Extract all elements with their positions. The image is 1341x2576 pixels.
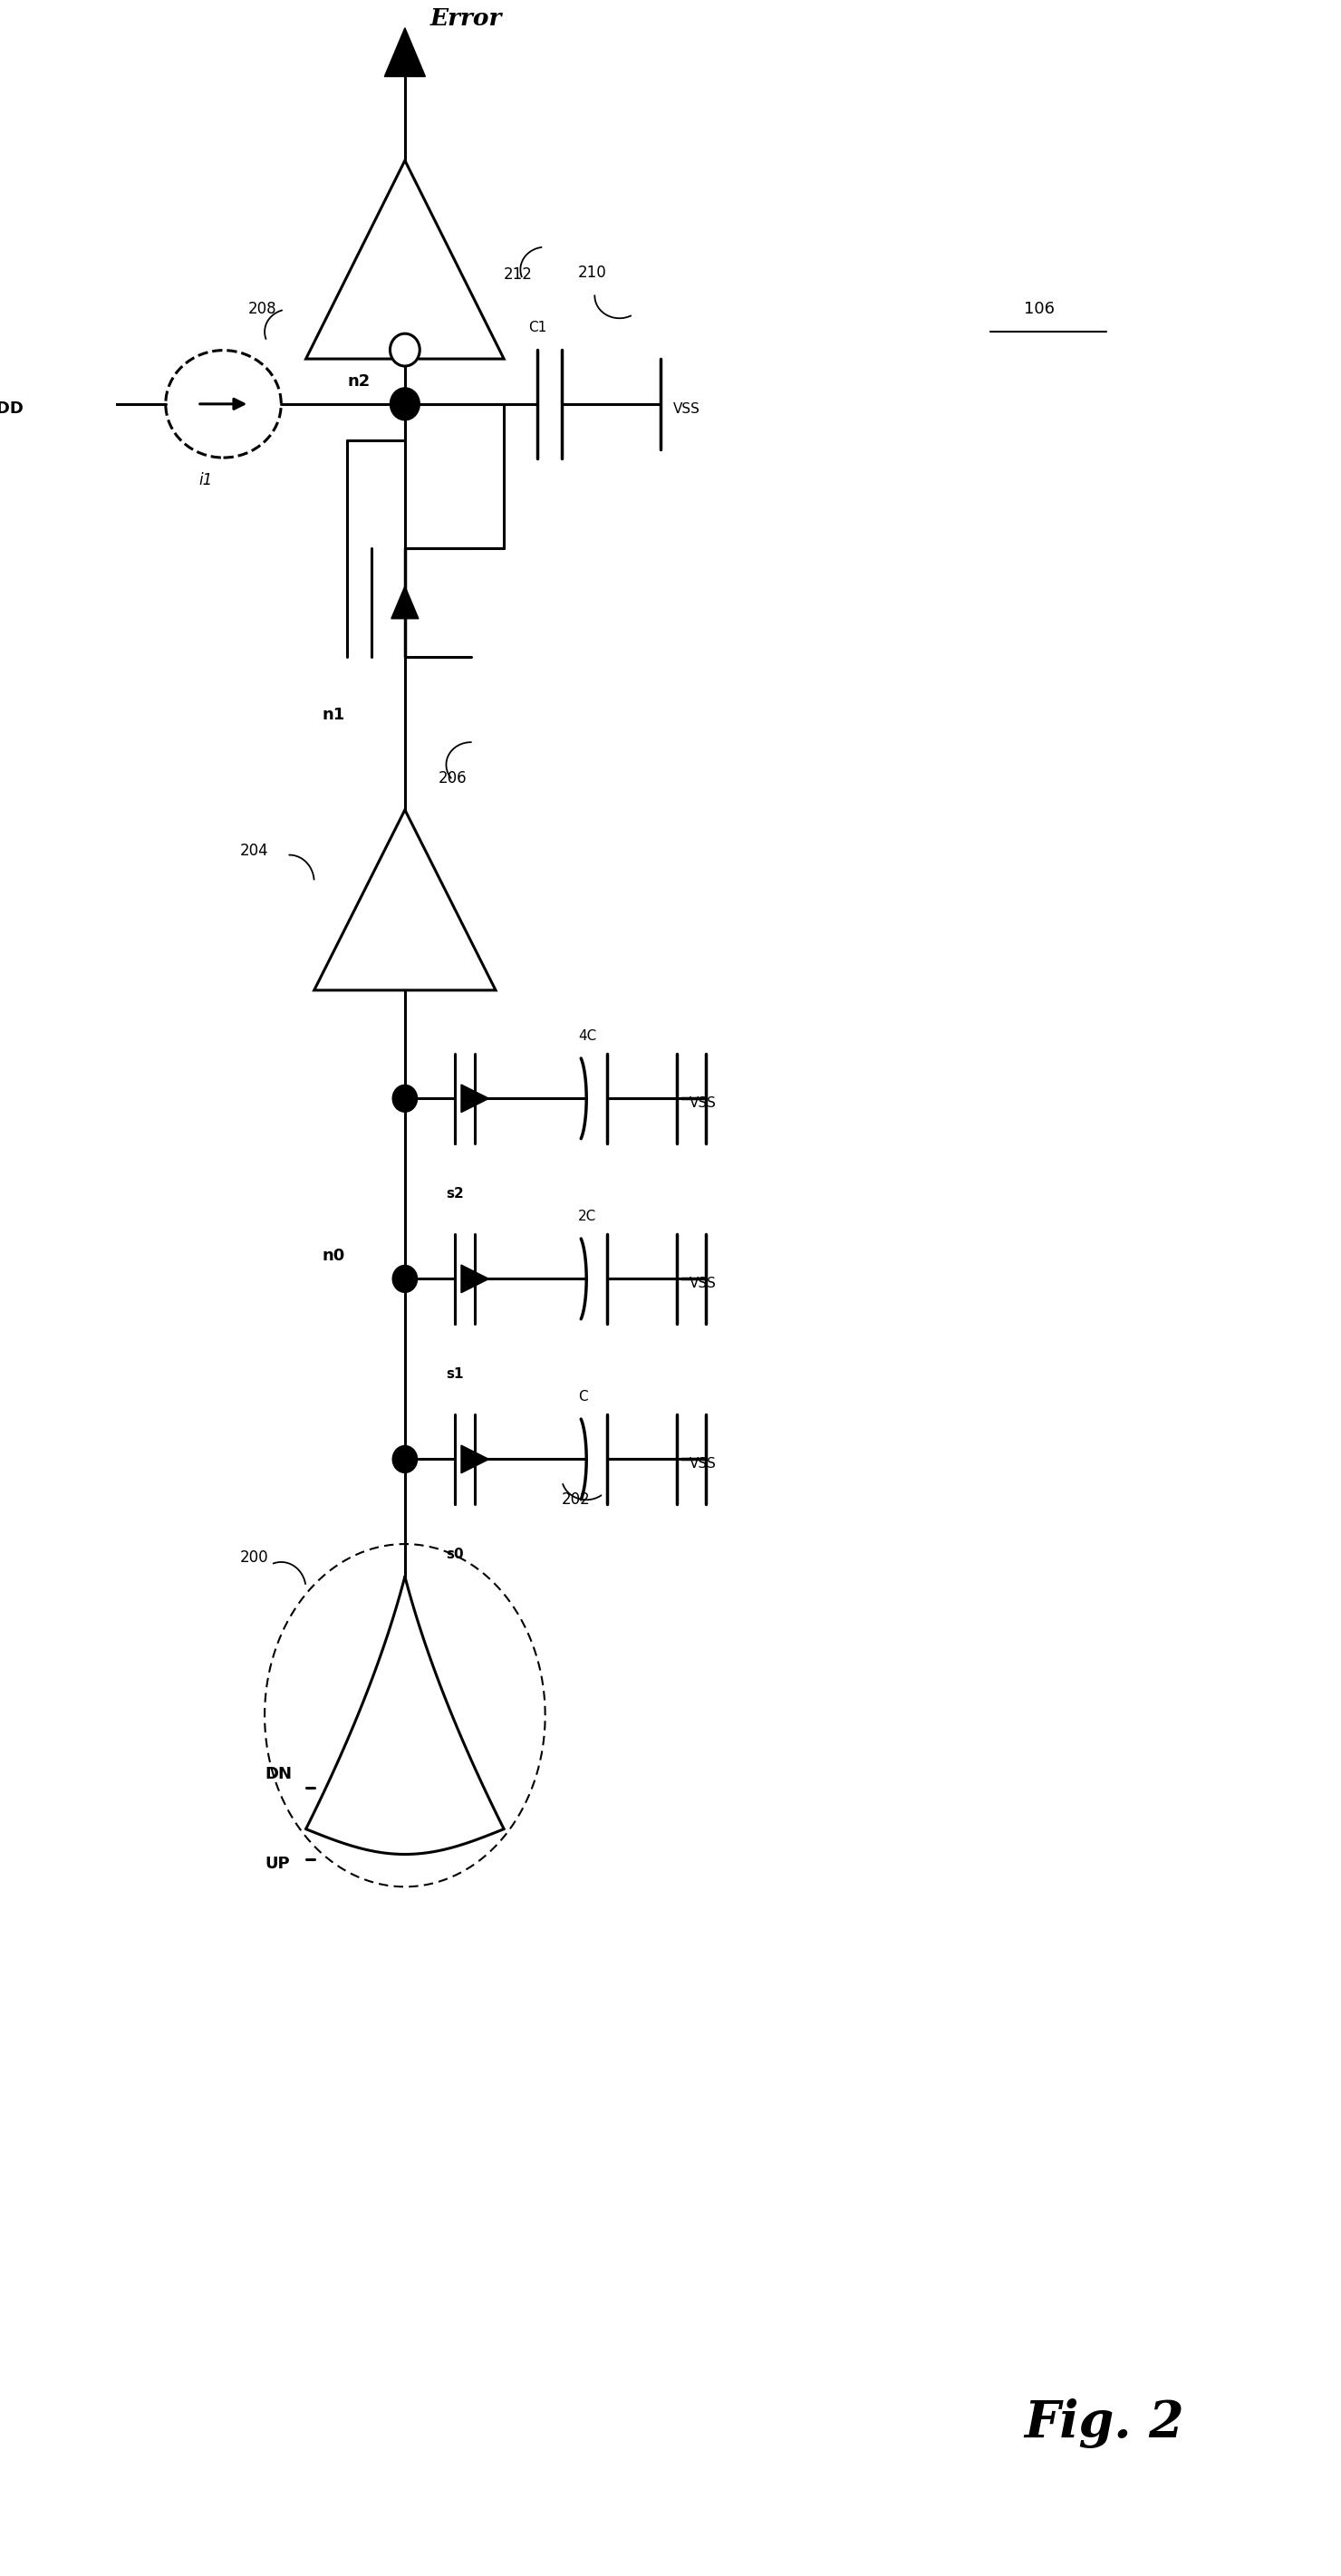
Text: i1: i1 (198, 471, 212, 489)
Text: 2C: 2C (578, 1208, 597, 1224)
Text: UP: UP (264, 1857, 290, 1873)
Text: 206: 206 (439, 770, 467, 786)
Text: C: C (578, 1388, 587, 1404)
Polygon shape (461, 1265, 489, 1293)
Text: s2: s2 (447, 1188, 464, 1200)
Text: n0: n0 (322, 1249, 345, 1265)
Text: VSS: VSS (673, 402, 700, 415)
Text: 208: 208 (248, 301, 276, 317)
Text: Fig. 2: Fig. 2 (1023, 2398, 1184, 2447)
Polygon shape (461, 1445, 489, 1473)
Text: s1: s1 (447, 1368, 464, 1381)
Text: C1: C1 (528, 322, 547, 335)
Text: n2: n2 (347, 374, 370, 389)
Circle shape (390, 389, 420, 420)
Circle shape (390, 335, 420, 366)
Text: 202: 202 (562, 1492, 590, 1507)
Text: 4C: 4C (578, 1028, 597, 1043)
Text: Error: Error (429, 8, 502, 31)
Text: 212: 212 (504, 268, 532, 283)
Text: VSS: VSS (689, 1097, 716, 1110)
Text: 106: 106 (1023, 301, 1054, 317)
Text: 204: 204 (240, 842, 268, 858)
Text: s0: s0 (447, 1548, 464, 1561)
Circle shape (393, 1084, 417, 1113)
Polygon shape (385, 28, 425, 77)
Text: DN: DN (264, 1765, 292, 1783)
Text: VDD: VDD (0, 399, 24, 417)
Circle shape (393, 1445, 417, 1473)
Text: VSS: VSS (689, 1458, 716, 1471)
Text: 200: 200 (240, 1548, 268, 1566)
Text: n1: n1 (322, 706, 345, 724)
Circle shape (393, 1265, 417, 1293)
Text: VSS: VSS (689, 1278, 716, 1291)
Polygon shape (461, 1084, 489, 1113)
Polygon shape (392, 587, 418, 618)
Text: 210: 210 (578, 265, 607, 281)
